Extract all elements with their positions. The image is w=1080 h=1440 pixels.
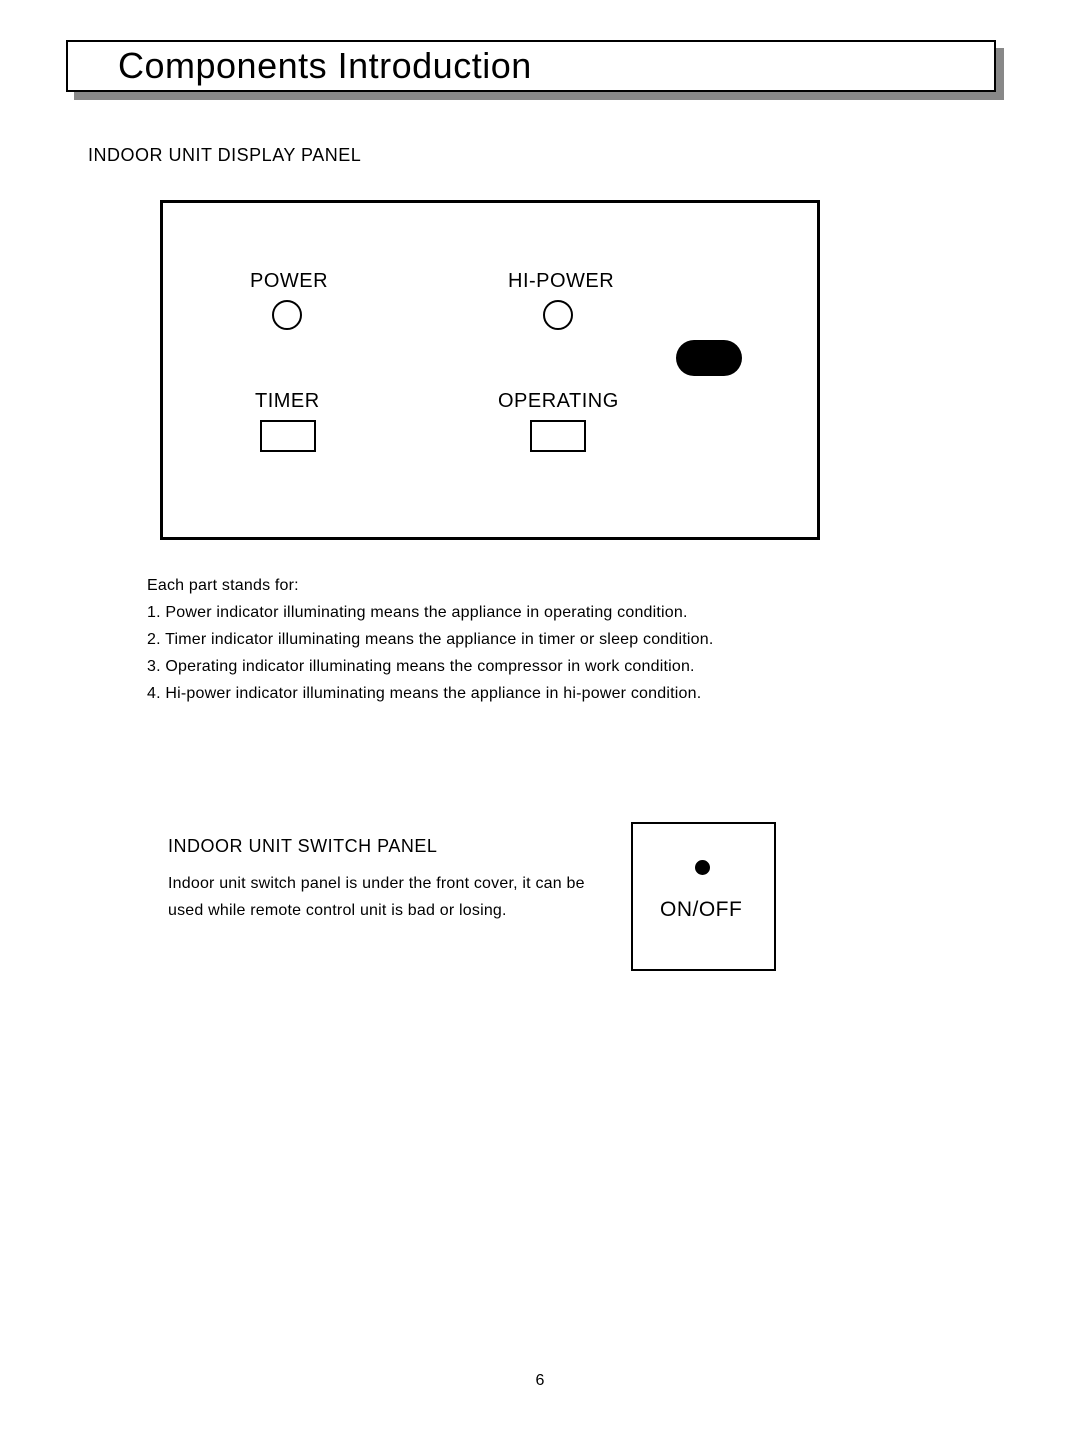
bullet-1: 1. Power indicator illuminating means th… <box>147 602 688 624</box>
switch-panel-heading: INDOOR UNIT SWITCH PANEL <box>168 836 437 857</box>
power-indicator-label: POWER <box>250 270 328 293</box>
bullet-4: 4. Hi-power indicator illuminating means… <box>147 683 701 705</box>
hipower-indicator-label: HI-POWER <box>508 270 614 293</box>
timer-indicator-icon <box>260 420 316 452</box>
hipower-indicator-icon <box>543 300 573 330</box>
onoff-label: ON/OFF <box>660 898 742 922</box>
power-indicator-icon <box>272 300 302 330</box>
page-number: 6 <box>0 1372 1080 1390</box>
display-panel-heading: INDOOR UNIT DISPLAY PANEL <box>88 145 361 166</box>
page-title: Components Introduction <box>118 45 532 87</box>
operating-indicator-label: OPERATING <box>498 390 619 413</box>
operating-indicator-icon <box>530 420 586 452</box>
bullet-3: 3. Operating indicator illuminating mean… <box>147 656 695 678</box>
bullet-2: 2. Timer indicator illuminating means th… <box>147 629 714 651</box>
page: Components Introduction INDOOR UNIT DISP… <box>0 0 1080 1440</box>
switch-desc-line2: used while remote control unit is bad or… <box>168 902 507 920</box>
switch-desc-line1: Indoor unit switch panel is under the fr… <box>168 875 585 893</box>
timer-indicator-label: TIMER <box>255 390 320 413</box>
ir-receiver-icon <box>676 340 742 376</box>
bullets-intro: Each part stands for: <box>147 575 299 597</box>
switch-panel-box <box>631 822 776 971</box>
onoff-button-icon <box>695 860 710 875</box>
